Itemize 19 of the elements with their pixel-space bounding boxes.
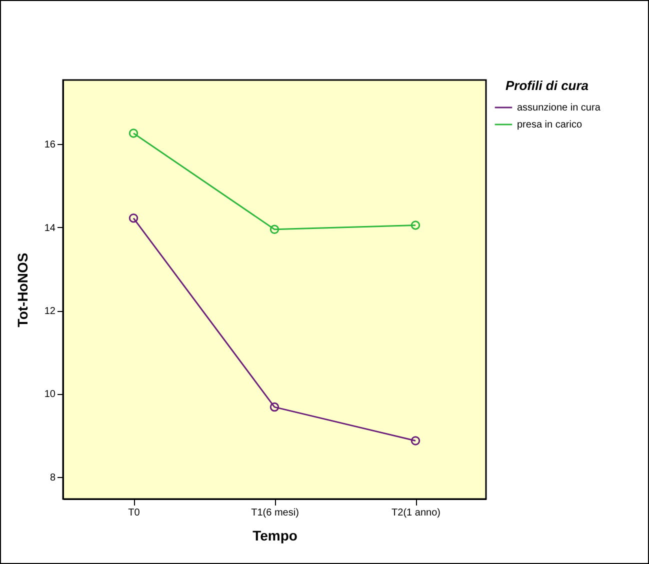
point — [410, 436, 420, 446]
y-axis-title: Tot-HoNOS — [14, 252, 30, 328]
x-axis-title: Tempo — [252, 528, 298, 544]
y-tick-label: 10 — [44, 389, 56, 400]
legend-label: assunzione in cura — [517, 102, 601, 114]
x-tick-label: T0 — [128, 508, 140, 518]
point — [270, 224, 280, 234]
y-tick-label: 8 — [50, 472, 56, 484]
point — [410, 220, 420, 230]
x-tick-label: T1(6 mesi) — [251, 508, 299, 518]
legend-label: presa in carico — [517, 120, 582, 130]
x-tick-label: T2(1 anno) — [392, 508, 440, 518]
y-tick-label: 16 — [44, 140, 56, 151]
legend-title: Profili di cura — [505, 78, 589, 93]
point — [128, 128, 138, 138]
point — [128, 214, 138, 223]
point — [270, 402, 280, 412]
y-tick-label: 12 — [44, 306, 56, 318]
y-tick-label: 14 — [44, 222, 56, 234]
